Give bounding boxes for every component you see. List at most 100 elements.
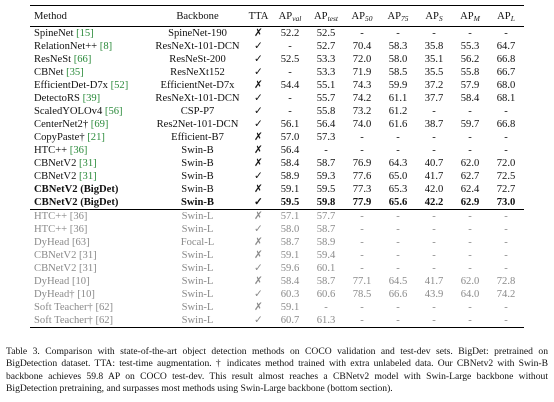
metric-cell: - (396, 224, 400, 235)
table-row: CBNetV2 [31] Swin-B ✗ 58.4 58.7 76.9 64.3 40.7 6… (30, 157, 524, 170)
metric-cell: - (432, 224, 436, 235)
metric-cell: 72.7 (496, 184, 516, 195)
metric-header: APval (272, 5, 308, 27)
citation: [35] (66, 67, 84, 78)
table-row: CBNetV2 [31] Swin-L ✗ 59.1 59.4 - - - - - (30, 249, 524, 262)
metric-cell: - (380, 314, 416, 328)
metric-cell: 72.8 (496, 276, 516, 287)
table-row: Soft Teacher† [62] Swin-L ✗ 59.1 - - - - - - (30, 301, 524, 314)
method-name: CBNet (34, 67, 64, 78)
metric-cell: 62.0 (460, 276, 480, 287)
caption-text: Comparison with state-of-the-art object … (6, 346, 548, 394)
metric-header: APM (452, 5, 488, 27)
citation: [31] (79, 171, 97, 182)
method-cell: HTC++ [36] (30, 209, 150, 223)
method-cell: HTC++ [36] (30, 144, 150, 157)
metric-cell: 52.7 (316, 41, 336, 52)
metric-cell: 73.2 (352, 106, 372, 117)
table-row: DyHead [10] Swin-L ✗ 58.4 58.7 77.1 64.5 41.7 62… (30, 275, 524, 288)
metric-cell: 58.7 (316, 158, 336, 169)
metric-cell: - (324, 302, 328, 313)
tta-cell: ✓ (245, 314, 272, 328)
metric-cell: 66.8 (496, 119, 516, 130)
metric-cell: - (288, 67, 292, 78)
backbone-cell: ResNeXt-101-DCN (155, 41, 240, 52)
backbone-cell: CSP-P7 (180, 106, 215, 117)
metric-name: AP (497, 10, 511, 22)
metric-cell: - (504, 145, 508, 156)
metric-cell: 64.5 (388, 276, 408, 287)
backbone-cell: Swin-B (181, 158, 214, 169)
method-name: CenterNet2† (34, 119, 89, 130)
metric-name: AP (351, 10, 366, 22)
metric-cell: - (504, 263, 508, 274)
metric-cell: - (416, 209, 452, 223)
citation: [69] (90, 119, 109, 130)
backbone-cell: Swin-L (181, 302, 214, 313)
method-name: CBNetV2 (BigDet) (34, 184, 119, 195)
metric-cell: 55.1 (316, 80, 336, 91)
tta-cell: ✗ (254, 145, 263, 156)
method-name: ScaledYOLOv4 (34, 106, 103, 117)
citation: [21] (87, 132, 105, 143)
metric-cell: 56.2 (460, 54, 480, 65)
metric-cell: 72.0 (496, 158, 516, 169)
metric-cell: 35.8 (424, 41, 444, 52)
metric-cell: 61.6 (388, 119, 408, 130)
metric-cell: - (360, 145, 364, 156)
metric-cell: - (360, 302, 364, 313)
metric-cell: 58.5 (388, 67, 408, 78)
metric-cell: - (360, 237, 364, 248)
table-row: CBNetV2 (BigDet) Swin-B ✓ 59.5 59.8 77.9 65.6 4… (30, 196, 524, 210)
metric-cell: 59.1 (280, 184, 300, 195)
metric-name: AP (314, 10, 328, 22)
method-cell: SpineNet [15] (30, 27, 150, 41)
backbone-cell: Swin-L (181, 276, 214, 287)
metric-cell: 53.3 (316, 67, 336, 78)
metric-cell: 41.7 (424, 276, 444, 287)
method-cell: CBNetV2 [31] (30, 170, 150, 183)
metric-cell: - (504, 106, 508, 117)
metric-name: AP (460, 10, 474, 22)
table-row: HTC++ [36] Swin-B ✗ 56.4 - - - - - - (30, 144, 524, 157)
method-name: Soft Teacher† (34, 315, 93, 326)
metric-cell: 59.6 (280, 263, 300, 274)
method-cell: DyHead [10] (30, 275, 150, 288)
metric-cell: 59.1 (280, 302, 300, 313)
method-cell: HTC++ [36] (30, 223, 150, 236)
metric-cell: 58.0 (280, 224, 300, 235)
metric-cell: - (288, 106, 292, 117)
metric-header: APL (488, 5, 524, 27)
metric-cell: - (504, 132, 508, 143)
metric-cell: 58.9 (316, 237, 336, 248)
method-cell: ScaledYOLOv4 [56] (30, 105, 150, 118)
tta-cell: ✓ (254, 224, 263, 235)
metric-cell: 42.0 (424, 184, 444, 195)
table-row: ResNeSt [66] ResNeSt-200 ✓ 52.5 53.3 72.0 58.0… (30, 53, 524, 66)
backbone-cell: ResNeSt-200 (169, 54, 226, 65)
metric-cell: - (432, 302, 436, 313)
metric-cell: 59.7 (460, 119, 480, 130)
method-cell: DyHead† [10] (30, 288, 150, 301)
metric-cell: 59.5 (316, 184, 336, 195)
metric-cell: 74.0 (352, 119, 372, 130)
table-row: SpineNet [15] SpineNet-190 ✗ 52.2 52.5 - - - - - (30, 27, 524, 41)
metric-cell: 43.9 (424, 289, 444, 300)
tta-cell: ✗ (254, 250, 263, 261)
table-row: CopyPaste† [21] Efficient-B7 ✗ 57.0 57.3 - - - -… (30, 131, 524, 144)
table-row: DyHead [63] Focal-L ✗ 58.7 58.9 - - - - - (30, 236, 524, 249)
citation: [31] (79, 158, 97, 169)
metric-subscript: M (473, 13, 480, 23)
metric-header: APtest (308, 5, 344, 27)
metric-cell: 78.5 (352, 289, 372, 300)
metric-name: AP (425, 10, 439, 22)
metric-cell: 64.3 (388, 158, 408, 169)
metric-cell: 60.1 (316, 263, 336, 274)
method-cell: Soft Teacher† [62] (30, 314, 150, 328)
metric-cell: - (396, 250, 400, 261)
citation: [62] (95, 302, 114, 313)
table-row: ScaledYOLOv4 [56] CSP-P7 ✓ - 55.8 73.2 61.2 - - - (30, 105, 524, 118)
citation: [56] (104, 106, 123, 117)
metric-subscript: 50 (365, 13, 373, 23)
metric-cell: - (468, 224, 472, 235)
